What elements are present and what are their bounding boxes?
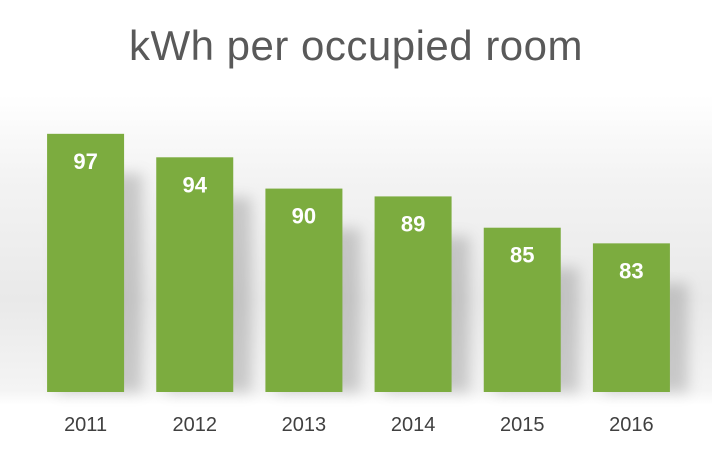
x-tick-label-2014: 2014 (391, 414, 436, 436)
x-tick-label-2013: 2013 (282, 414, 327, 436)
x-tick-label-2016: 2016 (609, 414, 654, 436)
data-label-2013: 90 (292, 204, 316, 229)
bar-2012 (156, 157, 234, 392)
data-label-2016: 83 (619, 258, 643, 283)
x-tick-label-2011: 2011 (64, 414, 107, 436)
bar-2014 (374, 196, 452, 392)
data-label-2012: 94 (183, 172, 208, 197)
bar-2015 (483, 227, 561, 392)
bar-2011 (47, 133, 125, 392)
x-tick-label-2015: 2015 (500, 414, 545, 436)
chart-title: kWh per occupied room (128, 22, 584, 69)
data-label-2014: 89 (401, 211, 425, 236)
bar-2016 (592, 243, 670, 392)
bar-2013 (265, 188, 343, 392)
x-tick-label-2012: 2012 (173, 414, 218, 436)
data-label-2015: 85 (510, 243, 534, 268)
data-label-2011: 97 (73, 149, 97, 174)
